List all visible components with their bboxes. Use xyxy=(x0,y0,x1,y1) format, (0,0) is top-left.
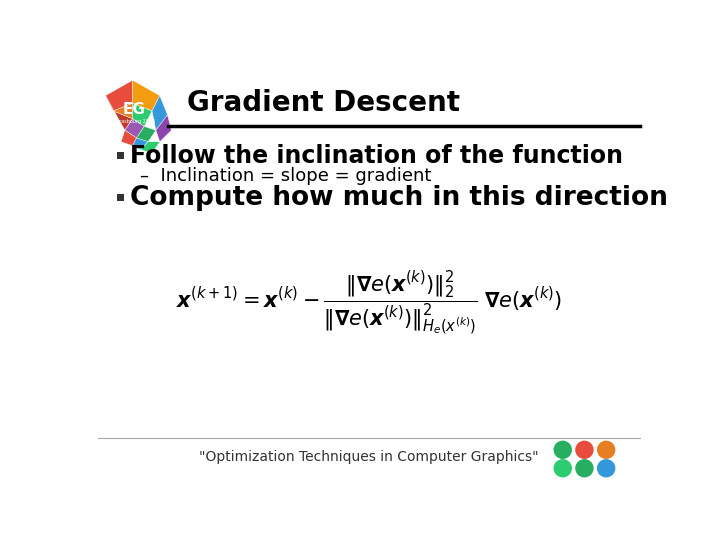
Circle shape xyxy=(576,460,593,477)
Polygon shape xyxy=(125,119,144,138)
Polygon shape xyxy=(106,80,132,111)
Text: $\boldsymbol{x}^{(k+1)} = \boldsymbol{x}^{(k)} - \dfrac{\|\boldsymbol{\nabla} e(: $\boldsymbol{x}^{(k+1)} = \boldsymbol{x}… xyxy=(176,269,562,338)
Text: EG: EG xyxy=(122,102,145,117)
Text: Gradient Descent: Gradient Descent xyxy=(187,89,460,117)
Circle shape xyxy=(554,441,571,458)
Polygon shape xyxy=(156,115,171,142)
Text: "Optimization Techniques in Computer Graphics": "Optimization Techniques in Computer Gra… xyxy=(199,450,539,464)
Polygon shape xyxy=(132,80,160,111)
Polygon shape xyxy=(106,96,132,130)
Circle shape xyxy=(554,460,571,477)
Polygon shape xyxy=(140,142,160,153)
Polygon shape xyxy=(137,126,156,142)
Bar xyxy=(117,152,124,159)
Polygon shape xyxy=(121,130,137,146)
Circle shape xyxy=(598,441,615,458)
Polygon shape xyxy=(132,103,152,126)
Text: Follow the inclination of the function: Follow the inclination of the function xyxy=(130,144,624,167)
Text: Compute how much in this direction: Compute how much in this direction xyxy=(130,185,668,211)
Circle shape xyxy=(598,460,615,477)
Circle shape xyxy=(576,441,593,458)
Bar xyxy=(117,194,124,201)
Text: –  Inclination = slope = gradient: – Inclination = slope = gradient xyxy=(140,167,432,185)
Text: Strasbourg 2014: Strasbourg 2014 xyxy=(114,118,155,124)
Polygon shape xyxy=(152,96,168,130)
Polygon shape xyxy=(113,103,132,119)
Polygon shape xyxy=(132,138,148,150)
